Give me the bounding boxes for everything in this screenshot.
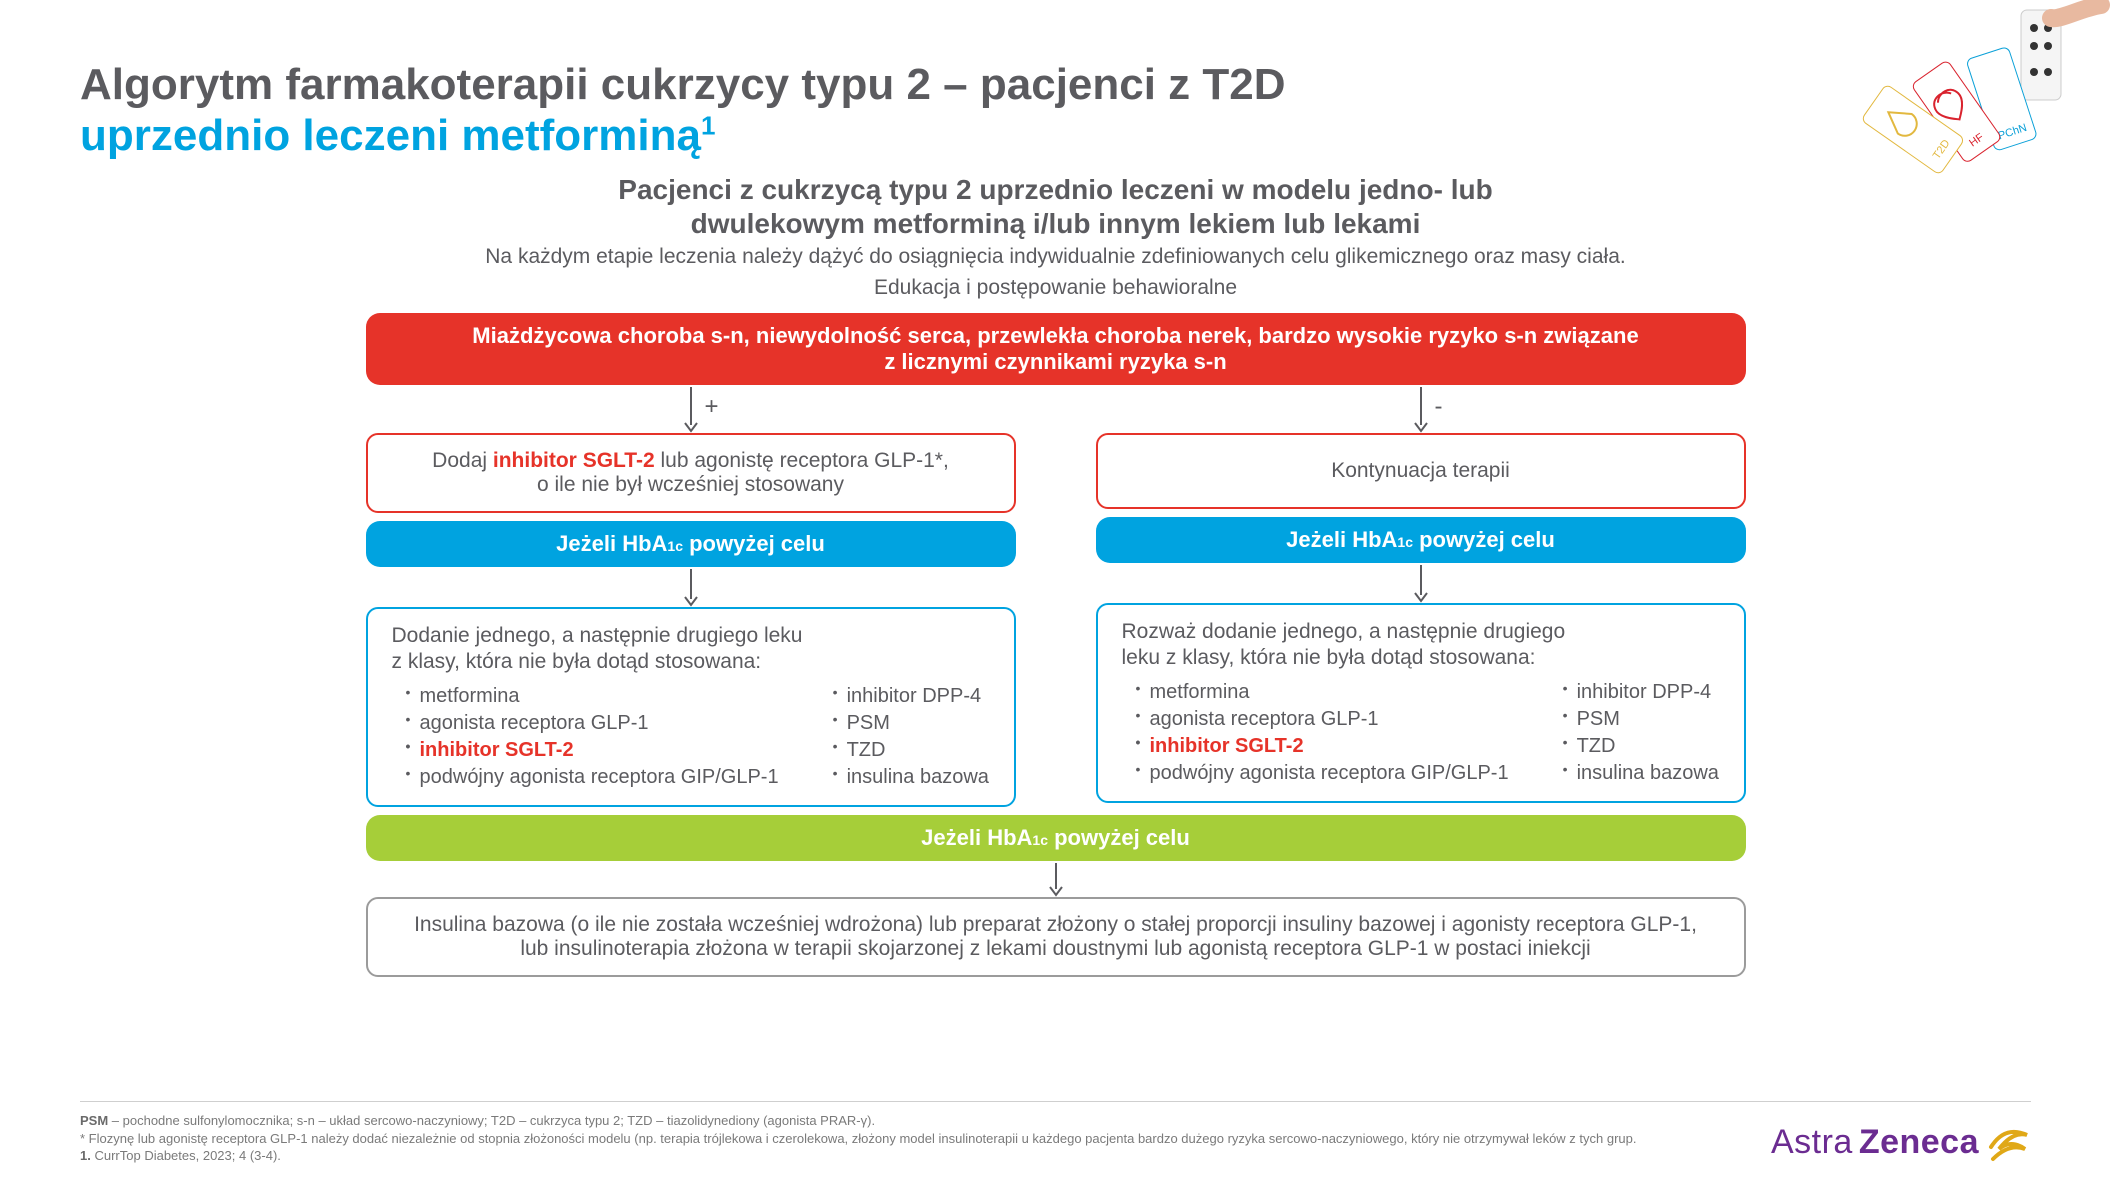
- flowchart: Miażdżycowa choroba s-n, niewydolność se…: [366, 313, 1746, 978]
- red-pill-line2: z licznymi czynnikami ryzyka s-n: [396, 349, 1716, 375]
- left-blue-sub: 1c: [667, 538, 683, 554]
- left-opt-title: Dodanie jednego, a następnie drugiego le…: [392, 623, 990, 676]
- left-opt-col2: inhibitor DPP-4PSMTZDinsulina bazowa: [819, 683, 989, 791]
- list-item: inhibitor DPP-4: [833, 683, 989, 710]
- right-opt-col2: inhibitor DPP-4PSMTZDinsulina bazowa: [1549, 679, 1719, 787]
- footnotes: PSM PSM – pochodne sulfonylomocznika; s-…: [80, 1112, 1637, 1165]
- list-item: metformina: [406, 683, 779, 710]
- list-item: insulina bazowa: [1563, 760, 1719, 787]
- right-options-box: Rozważ dodanie jednego, a następnie drug…: [1096, 603, 1746, 804]
- green-post: powyżej celu: [1048, 825, 1190, 850]
- title: Algorytm farmakoterapii cukrzycy typu 2 …: [80, 60, 2031, 161]
- left-options-box: Dodanie jednego, a następnie drugiego le…: [366, 607, 1016, 808]
- list-item: inhibitor DPP-4: [1563, 679, 1719, 706]
- logo-swirl-icon: [1985, 1119, 2031, 1165]
- arrow-minus-row: -: [1096, 385, 1746, 433]
- left-box1-line2: o ile nie był wcześniej stosowany: [537, 473, 844, 496]
- arrow-down-icon: [1411, 385, 1431, 433]
- title-line1: Algorytm farmakoterapii cukrzycy typu 2 …: [80, 60, 2031, 111]
- list-item: agonista receptora GLP-1: [1136, 706, 1509, 733]
- footnote-star: * Flozynę lub agonistę receptora GLP-1 n…: [80, 1130, 1637, 1148]
- branch-columns: + Dodaj inhibitor SGLT-2 lub agonistę re…: [366, 385, 1746, 808]
- list-item: PSM: [1563, 706, 1719, 733]
- right-blue-pill: Jeżeli HbA1c powyżej celu: [1096, 517, 1746, 563]
- plus-sign: +: [705, 393, 719, 421]
- arrow-down-icon: [681, 567, 701, 607]
- arrow-down-icon: [1411, 563, 1431, 603]
- left-action-box: Dodaj inhibitor SGLT-2 lub agonistę rece…: [366, 433, 1016, 513]
- left-opt-cols: metforminaagonista receptora GLP-1inhibi…: [392, 683, 990, 791]
- list-item: agonista receptora GLP-1: [406, 710, 779, 737]
- subtitle-note-1: Na każdym etapie leczenia należy dążyć d…: [416, 244, 1696, 270]
- minus-sign: -: [1435, 393, 1443, 421]
- list-item: podwójny agonista receptora GIP/GLP-1: [406, 764, 779, 791]
- list-item: metformina: [1136, 679, 1509, 706]
- green-pill: Jeżeli HbA1c powyżej celu: [366, 815, 1746, 861]
- left-blue-pre: Jeżeli HbA: [556, 531, 667, 556]
- final-line2: lub insulinoterapia złożona w terapii sk…: [392, 937, 1720, 961]
- right-opt-title: Rozważ dodanie jednego, a następnie drug…: [1122, 619, 1720, 672]
- subtitle-note-2: Edukacja i postępowanie behawioralne: [416, 275, 1696, 301]
- right-opt-cols: metforminaagonista receptora GLP-1inhibi…: [1122, 679, 1720, 787]
- red-pill-line1: Miażdżycowa choroba s-n, niewydolność se…: [396, 323, 1716, 349]
- red-condition-pill: Miażdżycowa choroba s-n, niewydolność se…: [366, 313, 1746, 385]
- list-item: TZD: [1563, 733, 1719, 760]
- list-item: podwójny agonista receptora GIP/GLP-1: [1136, 760, 1509, 787]
- right-arrow2: [1096, 563, 1746, 603]
- left-opt-col1: metforminaagonista receptora GLP-1inhibi…: [392, 683, 779, 791]
- title-line2-text: uprzednio leczeni metforminą: [80, 111, 701, 160]
- subtitle-bold-1: Pacjenci z cukrzycą typu 2 uprzednio lec…: [416, 173, 1696, 207]
- left-blue-pill: Jeżeli HbA1c powyżej celu: [366, 521, 1016, 567]
- arrow-down-icon: [1046, 861, 1066, 897]
- slide: PChN HF T2D Algorytm farmakoterapii cukr…: [0, 0, 2111, 1187]
- list-item: PSM: [833, 710, 989, 737]
- title-sup: 1: [701, 110, 715, 140]
- arrow-down-icon: [681, 385, 701, 433]
- left-box1-pre: Dodaj: [432, 449, 493, 472]
- footnote-abbrev: PSM PSM – pochodne sulfonylomocznika; s-…: [80, 1112, 1637, 1130]
- list-item: insulina bazowa: [833, 764, 989, 791]
- green-pre: Jeżeli HbA: [921, 825, 1032, 850]
- right-action-box: Kontynuacja terapii: [1096, 433, 1746, 509]
- final-box: Insulina bazowa (o ile nie została wcześ…: [366, 897, 1746, 977]
- subtitle-bold-2: dwulekowym metforminą i/lub innym lekiem…: [416, 207, 1696, 241]
- logo-zeneca: Zeneca: [1859, 1123, 1979, 1162]
- right-blue-sub: 1c: [1397, 534, 1413, 550]
- final-arrow: [366, 861, 1746, 897]
- arrow-plus-row: +: [366, 385, 1016, 433]
- right-blue-post: powyżej celu: [1413, 527, 1555, 552]
- left-branch: + Dodaj inhibitor SGLT-2 lub agonistę re…: [366, 385, 1016, 808]
- green-sub: 1c: [1032, 832, 1048, 848]
- astrazeneca-logo: AstraZeneca: [1771, 1119, 2031, 1165]
- right-opt-col1: metforminaagonista receptora GLP-1inhibi…: [1122, 679, 1509, 787]
- subtitle: Pacjenci z cukrzycą typu 2 uprzednio lec…: [416, 173, 1696, 301]
- logo-astra: Astra: [1771, 1123, 1853, 1162]
- title-line2: uprzednio leczeni metforminą1: [80, 111, 2031, 162]
- list-item: inhibitor SGLT-2: [1136, 733, 1509, 760]
- left-blue-post: powyżej celu: [683, 531, 825, 556]
- left-box1-em: inhibitor SGLT-2: [493, 449, 655, 472]
- right-box1-text: Kontynuacja terapii: [1331, 459, 1510, 482]
- left-box1-post: lub agonistę receptora GLP-1*,: [655, 449, 949, 472]
- left-arrow2: [366, 567, 1016, 607]
- footnote-ref: 1. CurrTop Diabetes, 2023; 4 (3-4).1. Cu…: [80, 1147, 1637, 1165]
- list-item: TZD: [833, 737, 989, 764]
- right-branch: - Kontynuacja terapii Jeżeli HbA1c powyż…: [1096, 385, 1746, 808]
- right-blue-pre: Jeżeli HbA: [1286, 527, 1397, 552]
- final-line1: Insulina bazowa (o ile nie została wcześ…: [392, 913, 1720, 937]
- list-item: inhibitor SGLT-2: [406, 737, 779, 764]
- footer: PSM PSM – pochodne sulfonylomocznika; s-…: [80, 1101, 2031, 1165]
